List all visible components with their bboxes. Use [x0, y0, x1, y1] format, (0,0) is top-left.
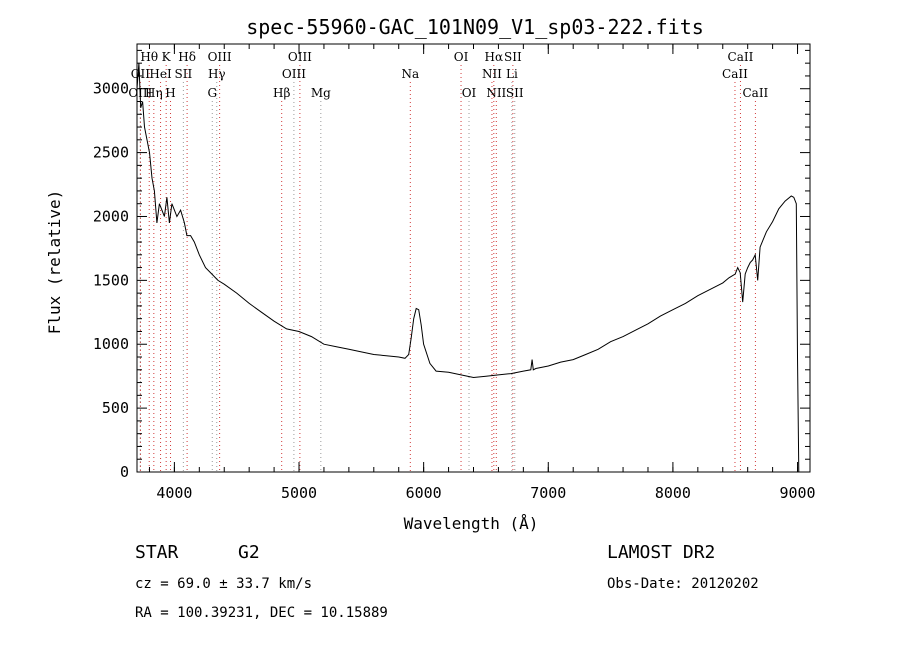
spectral-line-label: H: [165, 86, 175, 100]
spectral-line-label: Hθ: [140, 50, 158, 64]
spectral-line-label: Hδ: [178, 50, 196, 64]
spectral-line-label: SII: [504, 50, 522, 64]
spectral-line-label: CaII: [722, 67, 748, 81]
y-tick-label: 1000: [93, 335, 129, 353]
spectral-line-label: Mg: [311, 86, 331, 100]
spectral-line-label: CaII: [742, 86, 768, 100]
axis-ticks: 4000 5000 6000 7000 8000 9000 0 500 1000 1500 2000…: [93, 44, 816, 502]
spectral-line-label: OIII: [288, 50, 312, 64]
spectral-line-label: K: [162, 50, 172, 64]
chart-title: spec-55960-GAC_101N09_V1_sp03-222.fits: [246, 15, 704, 39]
spectral-line-label: Hβ: [273, 86, 290, 100]
x-tick-label: 6000: [406, 484, 442, 502]
spectral-line-label: Hα: [485, 50, 504, 64]
object-class: STAR: [135, 542, 179, 563]
y-tick-label: 500: [102, 399, 129, 417]
spectral-line-label: CaII: [728, 50, 754, 64]
spectral-line-label: OIII: [128, 86, 152, 100]
y-tick-label: 2000: [93, 207, 129, 225]
spectral-line-label: NII: [482, 67, 502, 81]
spectral-line-label: NII: [486, 86, 506, 100]
x-tick-label: 5000: [281, 484, 317, 502]
object-subclass: G2: [238, 542, 260, 563]
coordinates-text: RA = 100.39231, DEC = 10.15889: [135, 605, 388, 621]
x-tick-label: 4000: [156, 484, 192, 502]
spectral-line-label: OII: [131, 67, 151, 81]
x-tick-label: 7000: [530, 484, 566, 502]
y-tick-label: 3000: [93, 80, 129, 98]
spectral-line-label: Li: [506, 67, 518, 81]
x-tick-label: 8000: [655, 484, 691, 502]
spectral-line-label: HeI: [149, 67, 172, 81]
spectrum-series-line: [136, 63, 800, 473]
x-tick-label: 9000: [779, 484, 815, 502]
spectral-line-label: OIII: [282, 67, 306, 81]
spectral-line-label: Hη: [145, 86, 163, 100]
spectral-line-label: Na: [401, 67, 419, 81]
y-tick-label: 0: [120, 463, 129, 481]
y-tick-label: 1500: [93, 271, 129, 289]
spectral-line-label: OIII: [208, 50, 232, 64]
y-axis-label: Flux (relative): [45, 190, 64, 335]
spectral-line-label: SII: [175, 67, 193, 81]
spectral-line-label: OI: [462, 86, 477, 100]
survey-name: LAMOST DR2: [607, 542, 716, 563]
obs-date-text: Obs-Date: 20120202: [607, 576, 759, 592]
spectral-line-label: SII: [506, 86, 524, 100]
redshift-text: cz = 69.0 ± 33.7 km/s: [135, 576, 313, 592]
spectral-line-label: OI: [454, 50, 469, 64]
spectral-line-label: Hγ: [208, 67, 226, 81]
y-tick-label: 2500: [93, 144, 129, 162]
spectral-line-markers: [139, 65, 756, 472]
plot-frame: [136, 43, 811, 473]
x-axis-label: Wavelength (Å): [404, 514, 539, 533]
spectral-line-label: G: [207, 86, 217, 100]
